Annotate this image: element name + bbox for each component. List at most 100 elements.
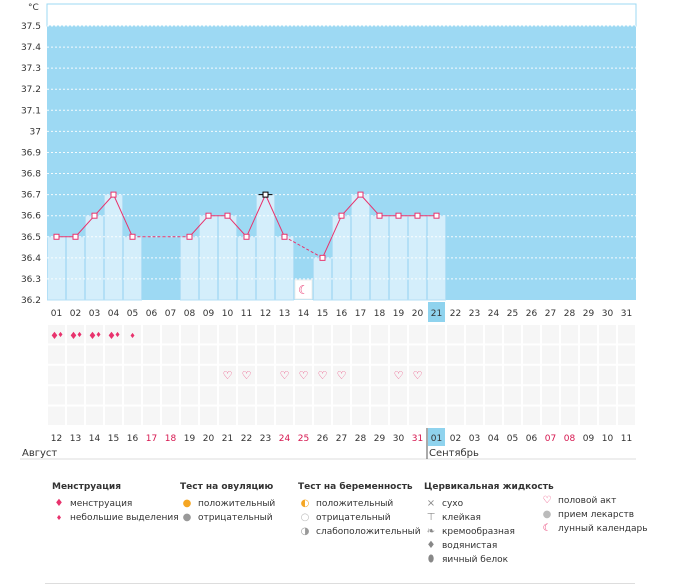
drop-big-icon: ♦ (54, 498, 64, 509)
legend-item: ◑ слабоположительный (298, 525, 421, 539)
symptom-cell (522, 405, 541, 427)
symptom-cell (142, 364, 161, 386)
calendar-date-label: 09 (583, 434, 595, 444)
legend-title: Менструация (52, 482, 121, 492)
symptom-cell (180, 344, 199, 365)
symptom-cell (237, 405, 256, 427)
symptom-cell (370, 324, 389, 345)
temperature-point (338, 212, 345, 219)
cycle-day-label: 14 (298, 309, 310, 319)
legend-menstruation: Менструация ♦ менструация ♦ небольшие выде… (52, 482, 179, 525)
temperature-line (322, 215, 342, 259)
symptom-cell (541, 405, 560, 427)
symptom-cell (142, 405, 161, 427)
legend-label: слабоположительный (316, 527, 421, 537)
watery-icon: ♦ (426, 540, 436, 551)
symptom-cell (617, 405, 636, 427)
legend-item: ♦ водянистая (424, 539, 554, 553)
plot-top-area (46, 3, 637, 27)
calendar-date-label: 06 (526, 434, 538, 444)
symptom-cell (484, 385, 503, 406)
calendar-date-label: 14 (89, 434, 101, 444)
symptom-cell (522, 385, 541, 406)
symptom-cell (617, 324, 636, 345)
symptom-cell (256, 324, 275, 345)
symptom-cell (47, 405, 66, 427)
y-tick-label: 36.2 (21, 296, 41, 306)
y-tick-label: 37 (30, 127, 41, 137)
calendar-date-label: 26 (317, 434, 329, 444)
symptom-cell (560, 405, 579, 427)
symptom-cell (47, 344, 66, 365)
symptom-cell (427, 385, 446, 406)
symptom-cell (408, 405, 427, 427)
symptom-cell (579, 364, 598, 386)
drop-small-icon: ♦ (95, 331, 101, 339)
cycle-day-label: 23 (469, 309, 480, 319)
symptom-cell (332, 385, 351, 406)
symptom-cell (66, 364, 85, 386)
symptom-cell (503, 405, 522, 427)
calendar-date-label: 16 (127, 434, 139, 444)
legend-other: ♡ половой акт ● прием лекарств ☾ лунный кал… (540, 494, 648, 536)
calendar-date-label: 05 (507, 434, 518, 444)
symptom-cell (294, 324, 313, 345)
symptom-cell (598, 344, 617, 365)
symptom-cell (294, 405, 313, 427)
symptom-cell (484, 344, 503, 365)
drop-small-icon: ♦ (76, 331, 82, 339)
calendar-date-label: 10 (602, 434, 614, 444)
symptom-cell (332, 344, 351, 365)
symptom-cell (522, 364, 541, 386)
symptom-cell (408, 385, 427, 406)
legend-label: водянистая (442, 541, 498, 551)
symptom-cell (351, 385, 370, 406)
symptom-cell (199, 344, 218, 365)
egg-white-icon: ⬮ (427, 554, 435, 565)
symptom-cell (218, 344, 237, 365)
legend-item: × сухо (424, 497, 554, 511)
drop-big-icon: ♦ (69, 331, 78, 342)
temperature-point (53, 233, 60, 240)
cycle-day-label: 25 (507, 309, 518, 319)
symptom-cell (389, 405, 408, 427)
legend-item: ○ отрицательный (298, 511, 421, 525)
symptom-cell (560, 364, 579, 386)
cycle-day-label: 22 (450, 309, 461, 319)
moon-cell (294, 279, 313, 300)
symptom-cell (294, 344, 313, 365)
symptom-cell (503, 324, 522, 345)
calendar-date-label: 29 (374, 434, 386, 444)
temperature-line (227, 215, 247, 238)
symptom-cell (161, 344, 180, 365)
symptom-cell (256, 344, 275, 365)
symptom-cell (370, 364, 389, 386)
symptom-cell (104, 324, 123, 345)
symptom-cell (104, 405, 123, 427)
temperature-bar (66, 236, 85, 301)
y-tick-label: 37.1 (21, 106, 41, 116)
symptom-cell (465, 385, 484, 406)
symptom-cell (123, 344, 142, 365)
cycle-day-label: 01 (51, 309, 62, 319)
legend-label: половой акт (558, 496, 617, 506)
pregnancy-weak-icon: ◑ (300, 526, 310, 537)
legend-title: Цервикальная жидкость (424, 482, 554, 492)
symptom-cell (313, 364, 332, 386)
symptom-cell (66, 405, 85, 427)
symptom-cell (237, 324, 256, 345)
symptom-cell (47, 385, 66, 406)
legend-title: Тест на овуляцию (180, 482, 274, 492)
temperature-point (376, 212, 383, 219)
symptom-cell (446, 344, 465, 365)
symptom-cell (465, 344, 484, 365)
temperature-point (224, 212, 231, 219)
legend-label: клейкая (442, 513, 481, 523)
symptom-cell (484, 364, 503, 386)
calendar-date-label: 15 (108, 434, 119, 444)
cycle-day-label: 20 (412, 309, 424, 319)
symptom-cell (275, 385, 294, 406)
symptom-cell (313, 344, 332, 365)
symptom-cell (351, 344, 370, 365)
y-tick-label: 37.3 (21, 64, 41, 74)
